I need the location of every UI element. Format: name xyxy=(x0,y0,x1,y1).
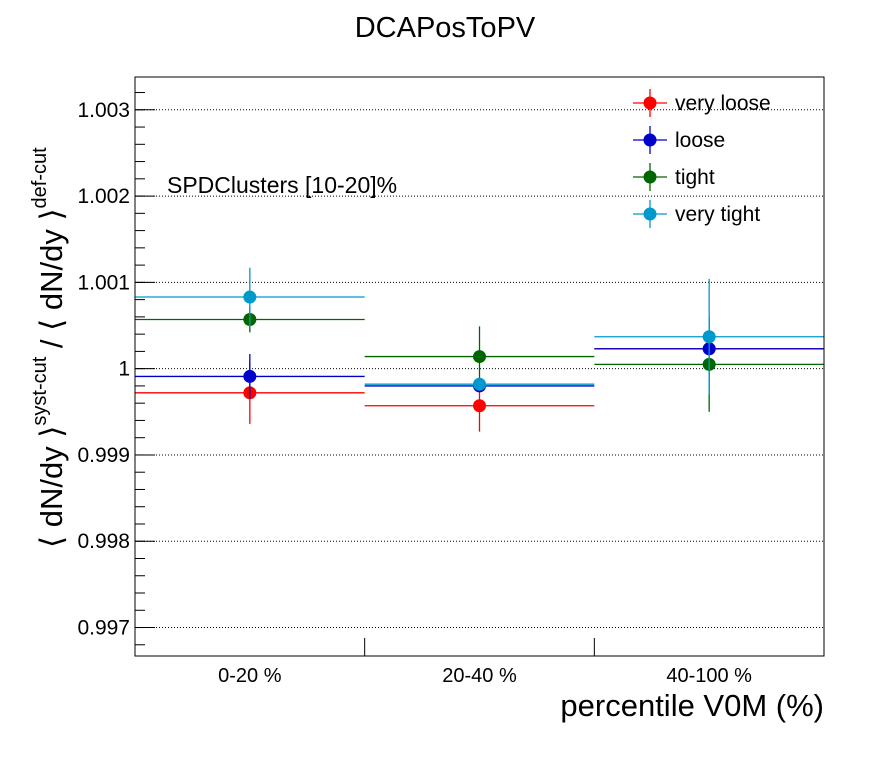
x-axis-label: percentile V0M (%) xyxy=(560,688,824,723)
legend-label: very loose xyxy=(675,92,771,115)
data-point xyxy=(243,369,257,383)
legend-label: very tight xyxy=(675,203,760,226)
series-very-tight xyxy=(135,267,824,395)
y-tick-label: 1.002 xyxy=(77,185,130,208)
legend-entry: tight xyxy=(633,163,715,191)
legend-marker xyxy=(643,170,657,184)
data-point xyxy=(702,330,716,344)
chart-title: DCAPosToPV xyxy=(355,12,536,44)
plot-frame xyxy=(134,76,825,657)
y-axis-label-sup1: syst-cut xyxy=(29,356,51,425)
y-axis-label: ⟨ dN/dy ⟩syst-cut / ⟨ dN/dy ⟩def-cut xyxy=(29,147,69,548)
y-axis-label-part2: ⟨ dN/dy ⟩ xyxy=(34,208,69,330)
y-tick-label: 0.998 xyxy=(77,530,130,553)
legend-marker xyxy=(643,96,657,110)
series-layer xyxy=(135,267,824,432)
x-tick-label: 40-100 % xyxy=(666,665,752,687)
y-tick-label: 1 xyxy=(118,358,130,381)
legend: very loose loose tight very tight xyxy=(633,89,771,228)
annotation-label: SPDClusters [10-20]% xyxy=(167,172,397,198)
y-tick-label: 0.997 xyxy=(77,617,130,640)
y-tick-label: 1.001 xyxy=(77,271,130,294)
x-tick-label: 0-20 % xyxy=(218,665,282,687)
legend-entry: loose xyxy=(633,126,725,154)
legend-entry: very tight xyxy=(633,200,760,228)
legend-marker xyxy=(643,207,657,221)
legend-entry: very loose xyxy=(633,89,771,117)
data-point xyxy=(473,399,486,413)
x-axis: 0-20 % 20-40 % 40-100 % xyxy=(218,638,752,687)
y-tick-label: 1.003 xyxy=(77,99,130,122)
y-tick-label: 0.999 xyxy=(77,444,130,467)
legend-label: tight xyxy=(675,166,715,189)
data-point xyxy=(243,290,257,304)
legend-marker xyxy=(643,133,657,147)
data-point xyxy=(473,350,486,364)
legend-label: loose xyxy=(675,129,725,152)
data-point xyxy=(473,377,486,391)
y-axis-label-part1: ⟨ dN/dy ⟩ xyxy=(34,426,69,548)
y-axis: 0.997 0.998 0.999 1 1.001 1.002 1.003 xyxy=(77,92,155,646)
y-axis-label-sep: / xyxy=(34,331,69,357)
y-axis-label-sup2: def-cut xyxy=(29,147,51,209)
x-tick-label: 20-40 % xyxy=(442,665,517,687)
